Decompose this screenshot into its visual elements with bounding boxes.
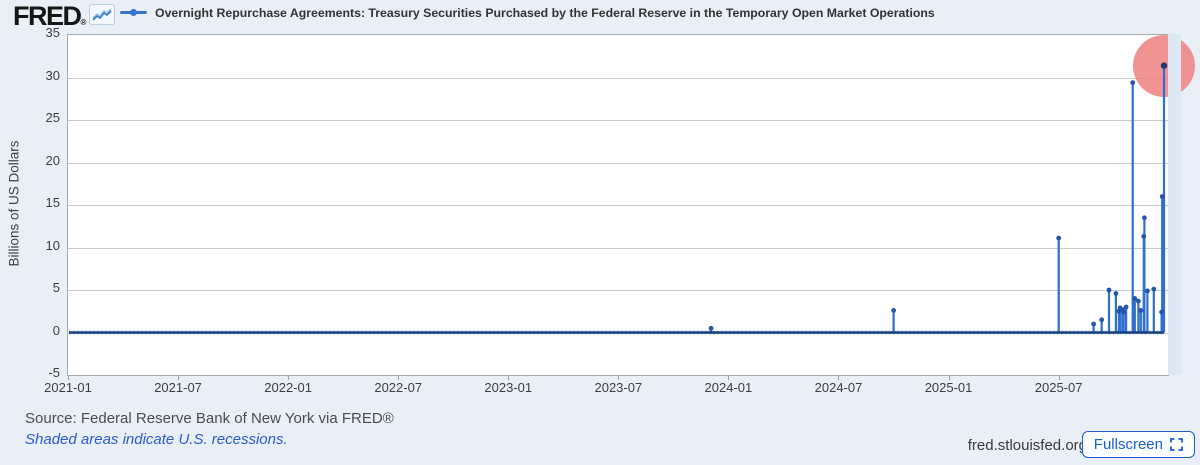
site-url: fred.stlouisfed.org: [967, 437, 1087, 454]
fullscreen-expand-icon: [1170, 438, 1183, 451]
data-point-marker: [1123, 304, 1129, 310]
fullscreen-label: Fullscreen: [1093, 436, 1163, 453]
gridline: [68, 77, 1168, 79]
gridline: [68, 247, 1168, 249]
source-text: Source: Federal Reserve Bank of New York…: [25, 410, 394, 427]
recession-note-link[interactable]: Shaded areas indicate U.S. recessions.: [25, 431, 288, 448]
x-tick-label: 2025-01: [924, 380, 973, 395]
data-point-marker: [1056, 235, 1062, 241]
data-point-marker: [1132, 296, 1138, 301]
x-tick-label: 2025-07: [1034, 380, 1083, 395]
legend-line-marker: [120, 5, 147, 20]
x-tick-mark: [178, 375, 180, 380]
x-tick-label: 2021-07: [154, 380, 202, 395]
y-tick-label: 10: [45, 237, 60, 253]
data-point-marker: [1145, 288, 1150, 294]
plot-area[interactable]: [67, 34, 1195, 376]
y-tick-label: 35: [45, 25, 60, 40]
y-tick-label: 0: [52, 322, 60, 338]
data-point-marker: [1113, 291, 1119, 296]
x-tick-mark: [618, 375, 620, 380]
x-tick-label: 2021-01: [44, 380, 92, 395]
fred-logo[interactable]: FRED®: [13, 1, 86, 32]
y-tick-label: 15: [45, 195, 60, 210]
x-tick-mark: [398, 375, 400, 380]
data-point-marker: [1138, 308, 1144, 313]
spike-lines: [710, 65, 1166, 333]
y-tick-label: -5: [48, 365, 60, 380]
y-tick-label: 20: [45, 152, 60, 168]
data-point-marker: [1106, 287, 1112, 293]
data-point-marker: [1136, 298, 1141, 304]
gridline: [68, 120, 1168, 121]
registered-mark: ®: [80, 18, 87, 27]
data-point-marker: [891, 308, 896, 313]
data-point-marker: [1099, 317, 1105, 323]
fred-logo-text: FRED: [13, 1, 82, 31]
data-point-marker: [1160, 62, 1168, 69]
data-point-marker: [1159, 194, 1165, 199]
data-point-marker: [1142, 215, 1147, 221]
gridline: [68, 162, 1168, 164]
data-point-marker: [1091, 321, 1096, 327]
y-tick-label: 5: [52, 280, 60, 295]
x-tick-mark: [508, 375, 510, 380]
x-tick-mark: [68, 375, 69, 380]
fullscreen-button[interactable]: Fullscreen: [1081, 431, 1195, 458]
data-point-marker: [1159, 309, 1164, 315]
x-tick-mark: [288, 375, 290, 380]
x-tick-mark: [1058, 375, 1060, 380]
x-tick-label: 2023-01: [484, 380, 533, 395]
x-tick-label: 2024-01: [704, 380, 753, 395]
series-title: Overnight Repurchase Agreements: Treasur…: [155, 5, 935, 20]
y-axis-title: Billions of US Dollars: [6, 140, 22, 267]
gridline: [68, 290, 1168, 291]
data-point-marker: [1130, 80, 1136, 85]
data-point-marker: [708, 325, 714, 331]
data-point-marker: [1121, 309, 1127, 315]
x-tick-label: 2022-01: [264, 380, 312, 395]
x-tick-mark: [948, 375, 950, 380]
x-tick-label: 2024-07: [814, 380, 863, 395]
x-tick-mark: [838, 375, 840, 380]
y-tick-label: 25: [45, 110, 60, 125]
data-point-marker: [1141, 234, 1147, 239]
chart-line-svg: [69, 62, 1168, 335]
fred-sparkline-icon: [89, 4, 115, 25]
gridline: [68, 205, 1168, 206]
x-tick-label: 2023-07: [594, 380, 643, 395]
x-tick-mark: [728, 375, 730, 380]
chart-legend: Overnight Repurchase Agreements: Treasur…: [120, 5, 935, 20]
plot-right-margin: [1168, 34, 1181, 375]
chart-header: FRED® Overnight Repurchase Agreements: T…: [0, 0, 1200, 31]
x-tick-label: 2022-07: [374, 380, 423, 395]
y-tick-label: 30: [45, 67, 60, 83]
data-point-marker: [1151, 286, 1157, 292]
